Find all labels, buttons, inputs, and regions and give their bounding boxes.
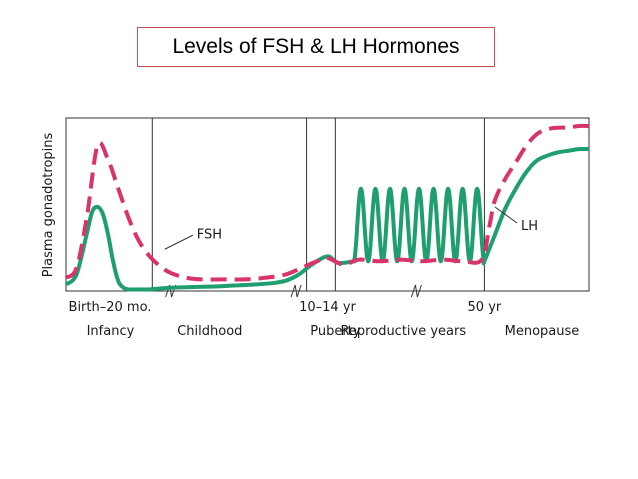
period-label: Menopause: [505, 324, 580, 339]
fsh-series-line: [64, 123, 590, 282]
fsh-series-label: FSH: [197, 227, 222, 242]
x-tick-label: Birth–20 mo.: [69, 300, 152, 315]
period-label: Infancy: [87, 324, 135, 339]
series-layer: [64, 123, 590, 292]
lh-series-line: [64, 146, 590, 292]
chart-title-box: Levels of FSH & LH Hormones: [137, 27, 495, 67]
lh-leader-line: [494, 206, 518, 224]
lh-series-label: LH: [521, 219, 538, 234]
period-label: Childhood: [177, 324, 242, 339]
period-label: Puberty: [310, 324, 361, 339]
axis-break-mark: [165, 284, 177, 298]
axis-break-mark: [290, 284, 302, 298]
y-axis-label: Plasma gonadotropins: [41, 132, 56, 277]
period-label: Reproductive years: [340, 324, 466, 339]
axis-break-mark: [410, 284, 422, 298]
x-tick-label: 10–14 yr: [299, 300, 356, 315]
chart-title: Levels of FSH & LH Hormones: [172, 35, 460, 58]
x-tick-label: 50 yr: [468, 300, 502, 315]
labels-layer: FSH LH Birth–20 mo. 10–14 yr 50 yr Infancy Chi…: [69, 206, 580, 339]
plot-frame: [65, 117, 590, 292]
plot-border: [65, 117, 590, 292]
fsh-leader-line: [164, 234, 193, 250]
